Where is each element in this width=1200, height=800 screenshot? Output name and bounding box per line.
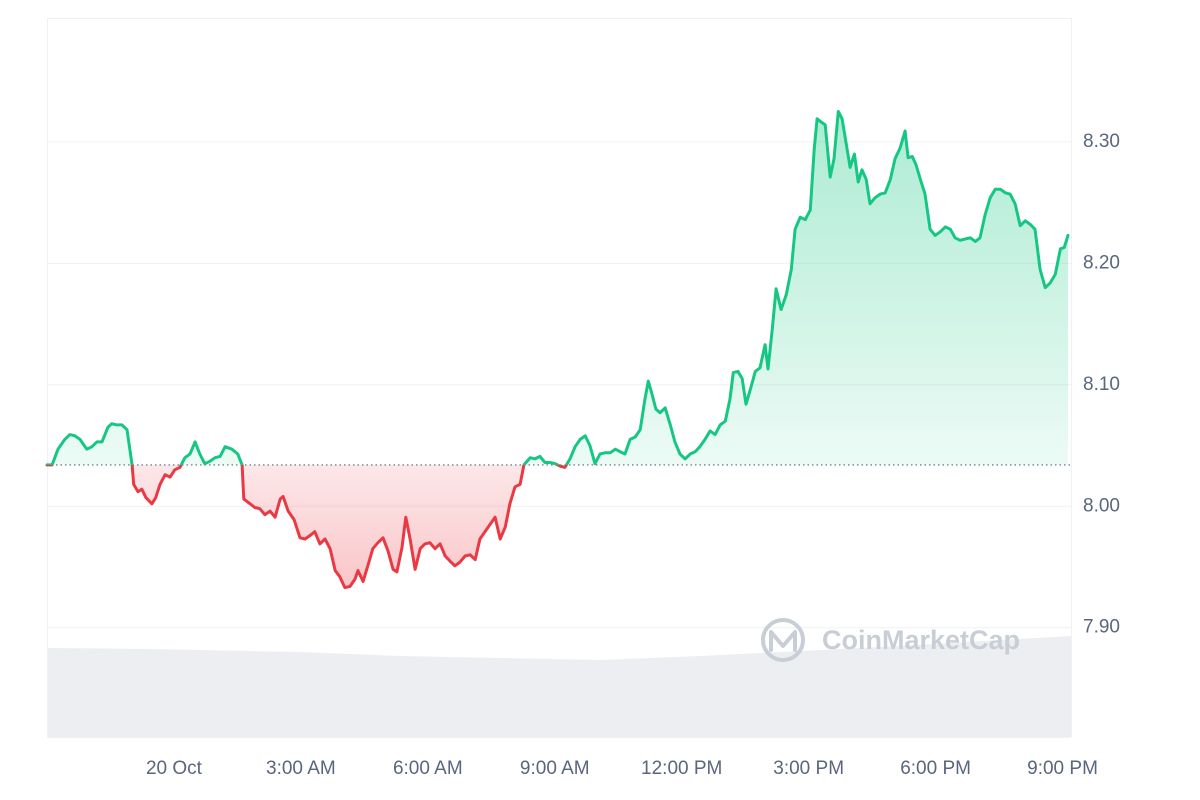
x-tick-label: 3:00 AM: [266, 758, 336, 779]
x-tick-label: 6:00 PM: [900, 758, 971, 779]
y-tick-label: 8.20: [1083, 252, 1120, 273]
watermark-text: CoinMarketCap: [822, 625, 1020, 655]
y-tick-label: 7.90: [1083, 617, 1120, 638]
x-tick-label: 12:00 PM: [641, 758, 722, 779]
watermark-logo: [761, 618, 805, 662]
x-tick-label: 6:00 AM: [393, 758, 463, 779]
y-tick-label: 8.30: [1083, 131, 1120, 152]
volume-area: [47, 636, 1071, 737]
x-tick-label: 9:00 AM: [520, 758, 590, 779]
x-tick-label: 20 Oct: [146, 758, 203, 779]
watermark-logo-mark: [769, 630, 797, 652]
x-tick-label: 9:00 PM: [1027, 758, 1098, 779]
plot: [45, 110, 1071, 590]
tick-labels: 7.90 8.00 8.10 8.20 8.30 20 Oct 3:00 AM 6:00 AM…: [146, 131, 1120, 779]
x-tick-label: 3:00 PM: [773, 758, 844, 779]
y-tick-label: 8.10: [1083, 374, 1120, 395]
y-tick-label: 8.00: [1083, 495, 1120, 516]
price-line: [45, 110, 1070, 590]
watermark: CoinMarketCap: [761, 618, 1020, 662]
price-area: [47, 111, 1068, 588]
